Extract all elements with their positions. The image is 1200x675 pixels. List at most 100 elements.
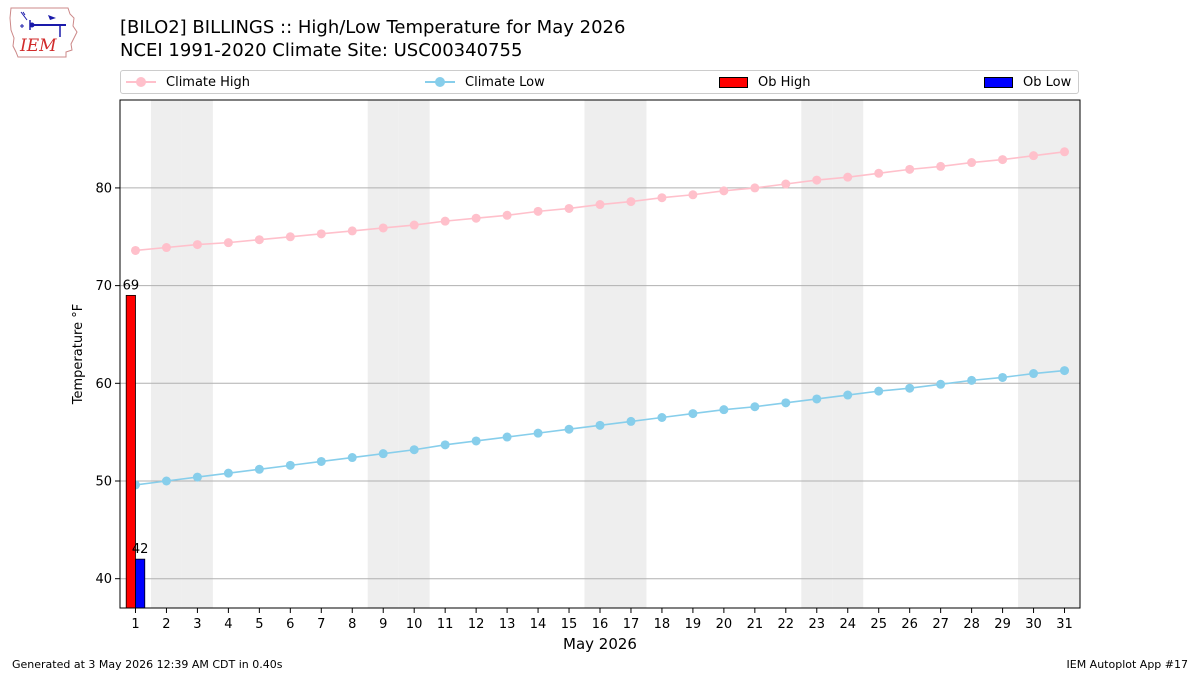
x-tick-label-6: 6: [286, 617, 294, 632]
climate-low-point-16: [595, 420, 605, 430]
x-tick-label-29: 29: [994, 617, 1011, 632]
climate-high-point-20: [719, 186, 729, 196]
climate-low-point-29: [998, 372, 1008, 382]
legend-item-ob-high: Ob High: [719, 71, 811, 93]
climate-high-point-29: [998, 155, 1008, 165]
climate-high-point-6: [285, 232, 295, 242]
legend-item-climate-low: Climate Low: [425, 71, 545, 93]
y-tick-label-70: 70: [95, 279, 112, 294]
x-tick-label-21: 21: [747, 617, 764, 632]
climate-low-point-17: [626, 416, 636, 426]
climate-low-point-22: [781, 398, 791, 408]
climate-low-point-9: [378, 449, 388, 459]
y-tick-label-80: 80: [95, 181, 112, 196]
climate-low-point-3: [192, 472, 202, 482]
legend-label-ob-high: Ob High: [758, 74, 811, 90]
x-tick-label-11: 11: [437, 617, 454, 632]
climate-low-point-18: [657, 413, 667, 422]
ob-high-bar-1: [125, 294, 136, 609]
weekend-shade-31: [1049, 100, 1080, 608]
climate-high-point-30: [1029, 151, 1039, 161]
climate-low-point-12: [471, 436, 481, 446]
climate-low-point-13: [502, 432, 512, 442]
climate-high-point-2: [161, 243, 171, 253]
climate-low-point-23: [812, 394, 822, 404]
ob-low-data-label-1: 42: [132, 542, 149, 557]
climate-low-point-24: [843, 390, 853, 400]
climate-high-point-17: [626, 197, 636, 207]
climate-high-point-9: [378, 223, 388, 233]
climate-low-swatch: [425, 76, 455, 88]
climate-high-point-21: [750, 183, 760, 193]
climate-low-point-2: [161, 476, 171, 486]
x-tick-label-20: 20: [716, 617, 733, 632]
legend-label-ob-low: Ob Low: [1023, 74, 1072, 90]
x-tick-label-8: 8: [348, 617, 356, 632]
x-tick-label-14: 14: [530, 617, 547, 632]
footer-generated: Generated at 3 May 2026 12:39 AM CDT in …: [12, 658, 283, 671]
climate-high-point-5: [254, 235, 264, 245]
logo-text: IEM: [19, 36, 57, 56]
climate-low-point-27: [936, 379, 946, 389]
climate-low-point-5: [254, 464, 264, 474]
climate-high-point-23: [812, 175, 822, 185]
ob-high-swatch: [719, 76, 748, 88]
ob-low-swatch: [984, 76, 1013, 88]
climate-high-point-12: [471, 213, 481, 223]
climate-high-point-24: [843, 172, 853, 182]
x-tick-label-28: 28: [963, 617, 980, 632]
weekend-shade-9: [367, 100, 399, 608]
climate-high-swatch: [126, 76, 156, 88]
climate-low-point-25: [874, 386, 884, 396]
climate-high-point-22: [781, 179, 791, 189]
climate-low-point-15: [564, 424, 574, 434]
climate-low-point-26: [905, 383, 915, 393]
ob-high-data-label-1: 69: [123, 278, 140, 293]
climate-high-point-31: [1060, 147, 1070, 157]
climate-high-point-15: [564, 203, 574, 213]
x-tick-label-26: 26: [901, 617, 918, 632]
climate-high-point-25: [874, 168, 884, 178]
weekend-shade-16: [584, 100, 616, 608]
climate-high-point-3: [192, 240, 202, 250]
legend-item-climate-high: Climate High: [126, 71, 250, 93]
climate-low-point-11: [440, 440, 450, 450]
weekend-shade-24: [832, 100, 864, 608]
y-tick-label-40: 40: [95, 572, 112, 587]
weekend-shade-2: [150, 100, 182, 608]
x-tick-label-10: 10: [406, 617, 423, 632]
weekend-shade-3: [181, 100, 213, 608]
x-tick-label-3: 3: [193, 617, 201, 632]
legend-item-ob-low: Ob Low: [984, 71, 1071, 93]
x-tick-label-17: 17: [623, 617, 640, 632]
climate-high-point-1: [130, 245, 140, 255]
x-tick-label-27: 27: [932, 617, 949, 632]
x-tick-label-16: 16: [592, 617, 609, 632]
weekend-shade-17: [615, 100, 647, 608]
climate-high-point-18: [657, 193, 667, 203]
climate-high-point-4: [223, 238, 233, 248]
x-tick-label-12: 12: [468, 617, 485, 632]
climate-high-point-7: [316, 229, 326, 239]
climate-low-point-30: [1029, 369, 1039, 379]
climate-high-point-27: [936, 161, 946, 171]
climate-low-point-21: [750, 402, 760, 412]
climate-low-point-6: [285, 460, 295, 470]
x-tick-label-31: 31: [1056, 617, 1073, 632]
climate-low-point-10: [409, 445, 419, 455]
climate-low-point-20: [719, 405, 729, 415]
x-tick-label-13: 13: [499, 617, 516, 632]
weekend-shade-10: [398, 100, 430, 608]
x-tick-label-2: 2: [162, 617, 170, 632]
weekend-shade-23: [801, 100, 833, 608]
climate-high-point-16: [595, 200, 605, 210]
iem-logo: IEM: [8, 6, 80, 58]
x-tick-label-1: 1: [131, 617, 139, 632]
x-tick-label-22: 22: [778, 617, 795, 632]
climate-high-point-14: [533, 206, 543, 216]
x-tick-label-23: 23: [809, 617, 826, 632]
climate-low-point-31: [1060, 366, 1070, 376]
climate-low-point-14: [533, 428, 543, 438]
climate-high-point-26: [905, 164, 915, 174]
